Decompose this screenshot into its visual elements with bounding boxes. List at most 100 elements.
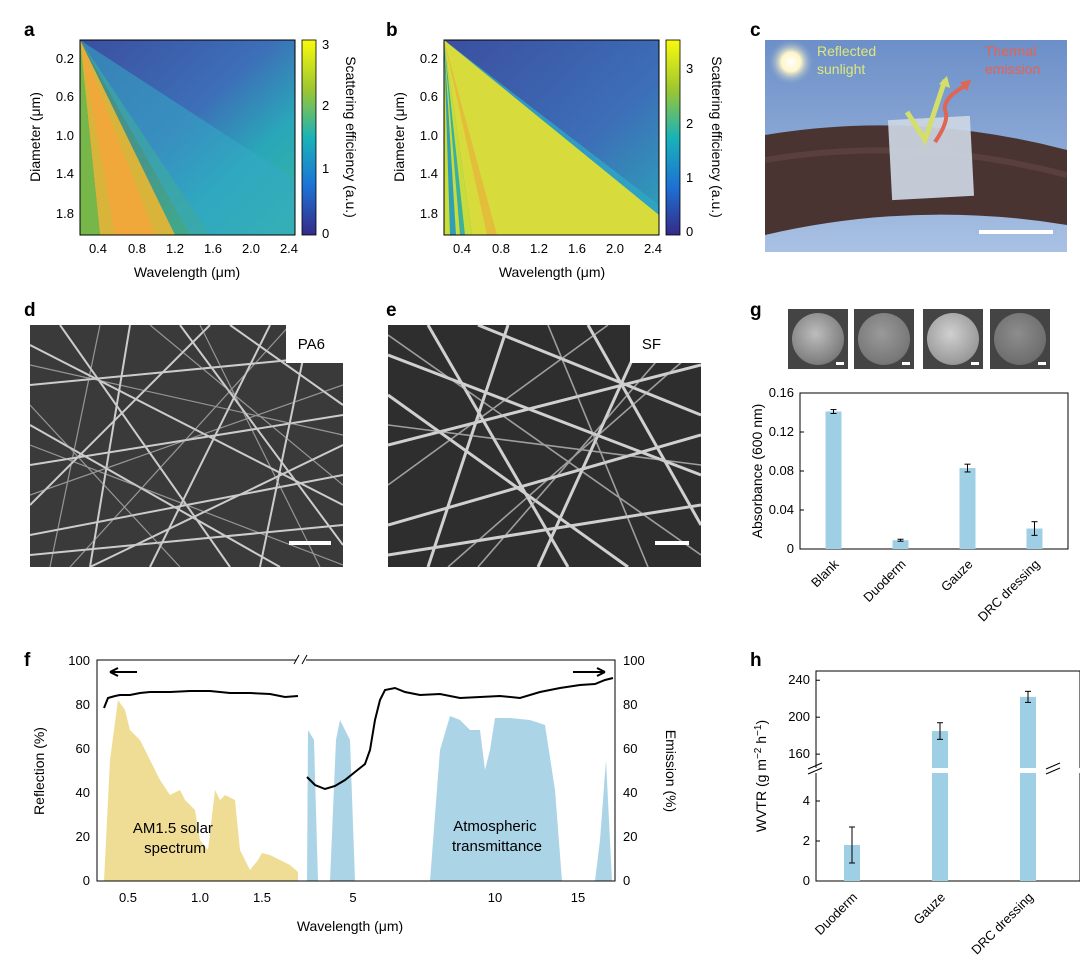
f-ytick-left: 0 xyxy=(83,873,90,888)
f-xtick: 5 xyxy=(349,890,356,905)
b-xtick: 0.4 xyxy=(453,241,471,256)
h-ytick: 4 xyxy=(803,793,810,808)
f-ytick-left: 80 xyxy=(76,697,90,712)
sem-image-pa6: PA6 xyxy=(30,325,343,567)
f-ytick-left: 100 xyxy=(68,653,90,668)
a-xtick: 1.6 xyxy=(204,241,222,256)
h-ytick: 240 xyxy=(788,672,810,687)
g-bar xyxy=(825,411,842,549)
chart-g: 0 0.04 0.08 0.12 0.16 Blank Duoderm Gauze DRC d… xyxy=(749,385,1069,625)
f-ytick-right: 40 xyxy=(623,785,637,800)
f-ytick-right: 80 xyxy=(623,697,637,712)
g-xtick: Duoderm xyxy=(860,557,908,605)
f-ytick-left: 40 xyxy=(76,785,90,800)
h-ytick: 160 xyxy=(788,746,810,761)
h-bar xyxy=(1020,696,1036,881)
b-xtick: 2.0 xyxy=(606,241,624,256)
panel-label-c: c xyxy=(750,20,761,41)
g-xtick: Blank xyxy=(808,556,842,590)
f-ytick-right: 20 xyxy=(623,829,637,844)
a-ytick: 0.2 xyxy=(56,51,74,66)
a-ytick: 0.6 xyxy=(56,89,74,104)
sem-tag-sf: SF xyxy=(629,325,701,363)
b-cbar-tick: 2 xyxy=(686,116,693,131)
panel-label-f: f xyxy=(24,650,31,671)
panel-label-e: e xyxy=(386,300,397,321)
h-ytick: 2 xyxy=(803,833,810,848)
f-ytick-right: 100 xyxy=(623,653,645,668)
scale-bar xyxy=(655,541,689,545)
b-cbar-tick: 1 xyxy=(686,170,693,185)
f-xtick: 1.5 xyxy=(253,890,271,905)
panel-label-d: d xyxy=(24,300,36,321)
h-ylabel: WVTR (g m−2 h−1) xyxy=(753,720,769,832)
a-ytick: 1.4 xyxy=(56,166,74,181)
chart-a: 0.2 0.6 1.0 1.4 1.8 0.4 0.8 1.2 1.6 2.0 … xyxy=(27,37,359,280)
panel-label-a: a xyxy=(24,20,35,41)
emission-line xyxy=(306,677,614,791)
a-xtick: 2.4 xyxy=(280,241,298,256)
f-xtick: 15 xyxy=(571,890,585,905)
thermal-emission-label: Thermal emission xyxy=(985,43,1040,77)
a-ylabel: Diameter (μm) xyxy=(27,92,43,182)
g-xtick: DRC dressing xyxy=(975,557,1043,625)
scale-bar xyxy=(979,230,1053,234)
b-ytick: 1.0 xyxy=(420,128,438,143)
petri-dish-duoderm xyxy=(854,309,914,369)
chart-f: 0 20 40 60 80 100 0 20 40 60 80 100 0.5 … xyxy=(31,650,679,934)
g-ytick: 0 xyxy=(787,541,794,556)
arm-photo: Reflected sunlight Thermal emission xyxy=(765,40,1067,252)
reflection-line xyxy=(103,690,299,709)
a-cbar-tick: 3 xyxy=(322,37,329,52)
b-ylabel: Diameter (μm) xyxy=(391,92,407,182)
f-xtick: 10 xyxy=(488,890,502,905)
a-cbar-tick: 2 xyxy=(322,98,329,113)
scale-bar xyxy=(289,541,331,545)
a-cbar-tick: 1 xyxy=(322,161,329,176)
h-xtick: Duoderm xyxy=(812,890,860,938)
f-xlabel: Wavelength (μm) xyxy=(297,918,403,934)
panel-label-b: b xyxy=(386,20,398,41)
f-ytick-right: 60 xyxy=(623,741,637,756)
reflected-sunlight-label: Reflected sunlight xyxy=(817,43,880,77)
b-xtick: 1.6 xyxy=(568,241,586,256)
b-xlabel: Wavelength (μm) xyxy=(499,264,605,280)
f-annotation-solar: AM1.5 solar spectrum xyxy=(133,820,217,857)
a-cbar-label: Scattering efficiency (a.u.) xyxy=(343,56,359,218)
h-ytick: 0 xyxy=(803,873,810,888)
a-xtick: 2.0 xyxy=(242,241,260,256)
b-ytick: 1.8 xyxy=(420,206,438,221)
f-ytick-right: 0 xyxy=(623,873,630,888)
h-bar xyxy=(932,731,948,881)
panel-label-g: g xyxy=(750,300,762,321)
g-bar xyxy=(892,540,909,549)
b-cbar-tick: 0 xyxy=(686,224,693,239)
sem-image-sf: SF xyxy=(388,325,701,567)
g-ytick: 0.16 xyxy=(769,385,794,400)
f-ylabel-left: Reflection (%) xyxy=(31,727,47,815)
b-xtick: 0.8 xyxy=(492,241,510,256)
a-ytick: 1.0 xyxy=(56,128,74,143)
left-arrow-icon xyxy=(109,667,137,677)
a-cbar-tick: 0 xyxy=(322,226,329,241)
petri-dish-blank xyxy=(788,309,848,369)
panel-label-h: h xyxy=(750,650,762,671)
f-ytick-left: 20 xyxy=(76,829,90,844)
a-xtick: 0.8 xyxy=(128,241,146,256)
a-xtick: 1.2 xyxy=(166,241,184,256)
g-ytick: 0.12 xyxy=(769,424,794,439)
g-xtick: Gauze xyxy=(938,557,976,595)
b-cbar-tick: 3 xyxy=(686,61,693,76)
h-xtick: Gauze xyxy=(910,890,948,928)
f-xtick: 0.5 xyxy=(119,890,137,905)
f-annotation-atmospheric: Atmospheric transmittance xyxy=(452,818,542,855)
b-xtick: 1.2 xyxy=(530,241,548,256)
g-ylabel: Absorbance (600 nm) xyxy=(749,404,765,539)
f-ytick-left: 60 xyxy=(76,741,90,756)
g-ytick: 0.04 xyxy=(769,502,794,517)
h-xtick: DRC dressing xyxy=(968,890,1036,958)
b-cbar-label: Scattering efficiency (a.u.) xyxy=(709,56,725,218)
g-bar xyxy=(959,468,976,549)
b-xtick: 2.4 xyxy=(644,241,662,256)
f-ylabel-right: Emission (%) xyxy=(663,730,679,812)
